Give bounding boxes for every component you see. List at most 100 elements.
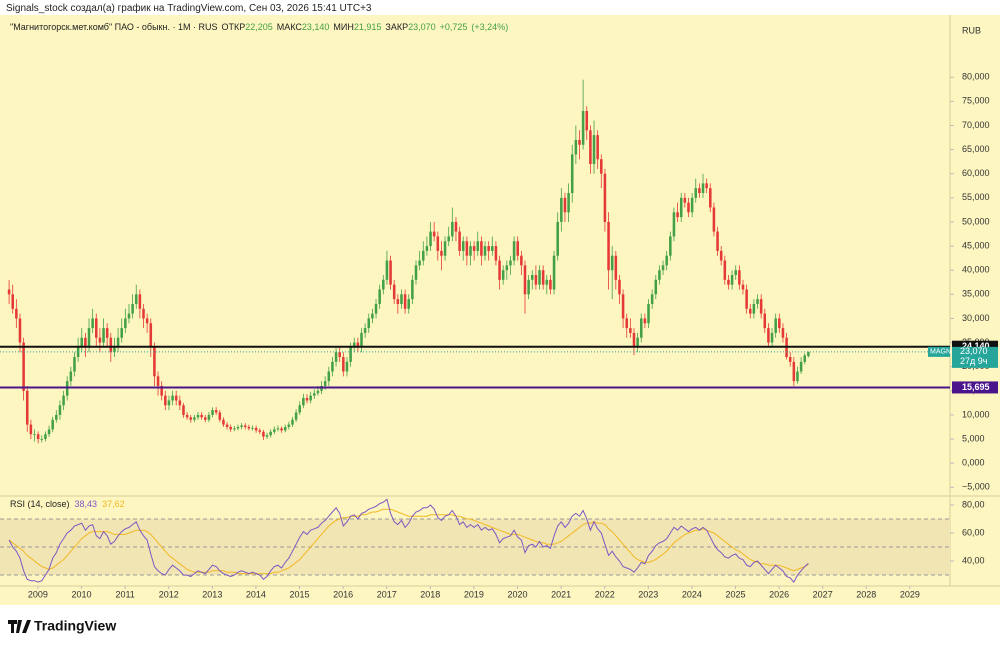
candle-body [15, 308, 18, 319]
candle-body [302, 398, 305, 406]
candle-body [549, 279, 552, 290]
candle-body [509, 260, 512, 266]
candle-body [367, 318, 371, 329]
candle-body [534, 275, 538, 285]
candle-body [607, 221, 610, 271]
x-tick-label: 2014 [246, 589, 266, 599]
y-tick-label: 70,000 [962, 120, 990, 130]
candle-body [498, 260, 501, 280]
candle-body [265, 435, 269, 437]
legend-label: ОТКР [221, 22, 245, 32]
candle-body [331, 361, 334, 372]
candle-body [120, 328, 123, 338]
candle-body [756, 299, 759, 304]
y-tick-label: 80,000 [962, 72, 990, 82]
candle-body [273, 429, 276, 432]
candle-body [512, 241, 516, 261]
candle-body [124, 318, 127, 329]
candle-body [396, 299, 400, 304]
x-tick-label: 2018 [420, 589, 440, 599]
y-tick-label: 65,000 [962, 144, 990, 154]
legend-label: ЗАКР [385, 22, 408, 32]
candle-body [745, 289, 748, 309]
candle-body [349, 347, 352, 362]
candle-body [639, 318, 643, 338]
candle-body [461, 241, 465, 251]
candle-body [698, 188, 701, 194]
candle-body [567, 193, 570, 213]
candle-body [171, 395, 174, 401]
candle-body [585, 111, 589, 131]
candle-body [204, 417, 207, 420]
candle-body [385, 260, 389, 280]
candle-body [247, 426, 251, 429]
candle-body [494, 246, 498, 261]
candle-body [799, 361, 803, 372]
logo-text: TradingView [34, 618, 116, 634]
candle-body [679, 197, 683, 218]
candle-body [345, 361, 349, 372]
candle-body [469, 246, 472, 256]
y-tick-label: 50,000 [962, 216, 990, 226]
candle-body [334, 352, 338, 362]
y-tick-label: 60,000 [962, 168, 990, 178]
candle-body [781, 328, 785, 338]
symbol-label: MAGN [930, 349, 951, 356]
candle-body [530, 275, 534, 280]
candle-body [570, 154, 574, 194]
candle-body [400, 294, 403, 304]
rsi-line [8, 498, 809, 583]
candle-body [440, 250, 443, 256]
candle-body [374, 303, 378, 314]
candle-body [658, 270, 661, 280]
y-tick-label: 45,000 [962, 240, 990, 250]
header: Signals_stock создал(а) график на Tradin… [6, 3, 372, 14]
candle-body [138, 294, 142, 309]
candle-body [47, 429, 51, 435]
candle-body [803, 355, 807, 362]
candle-body [269, 431, 272, 436]
candle-body [520, 255, 523, 266]
candle-body [425, 246, 429, 251]
candle-body [636, 337, 639, 348]
candle-body [705, 183, 708, 189]
candle-body [182, 405, 185, 415]
x-tick-label: 2023 [638, 589, 658, 599]
chart-background [0, 15, 1000, 605]
candle-body [483, 246, 487, 256]
y-tick-label: 10,000 [962, 409, 990, 419]
candle-body [55, 414, 58, 420]
rsi-y-tick-label: 80,00 [962, 499, 985, 509]
legend-value: 21,915 [354, 22, 382, 32]
y-tick-label: 30,000 [962, 313, 990, 323]
candle-body [712, 207, 716, 232]
candle-body [414, 265, 418, 280]
rsi-legend-value: 38,43 [75, 499, 98, 509]
candle-body [58, 405, 62, 415]
candle-body [316, 390, 320, 394]
candle-body [189, 417, 193, 420]
candle-body [196, 414, 200, 418]
x-tick-label: 2026 [769, 589, 789, 599]
candle-body [545, 279, 549, 285]
candle-body [443, 241, 447, 256]
candle-body [69, 371, 73, 382]
candle-body [643, 318, 647, 324]
candle-body [447, 236, 450, 242]
candle-body [102, 328, 105, 343]
candle-body [589, 130, 592, 165]
legend-change: +0,725 [440, 22, 468, 32]
y-tick-label: 40,000 [962, 265, 990, 275]
candle-body [116, 337, 120, 348]
last-price-label: 23,070 [960, 346, 988, 356]
rsi-y-tick-label: 60,00 [962, 527, 985, 537]
x-tick-label: 2010 [72, 589, 92, 599]
candle-body [723, 260, 727, 280]
candle-body [501, 270, 505, 280]
candle-body [727, 279, 730, 285]
x-tick-label: 2025 [725, 589, 745, 599]
logo-icon [8, 620, 31, 633]
candle-body [556, 221, 559, 256]
candle-body [665, 255, 668, 266]
x-tick-label: 2020 [507, 589, 527, 599]
